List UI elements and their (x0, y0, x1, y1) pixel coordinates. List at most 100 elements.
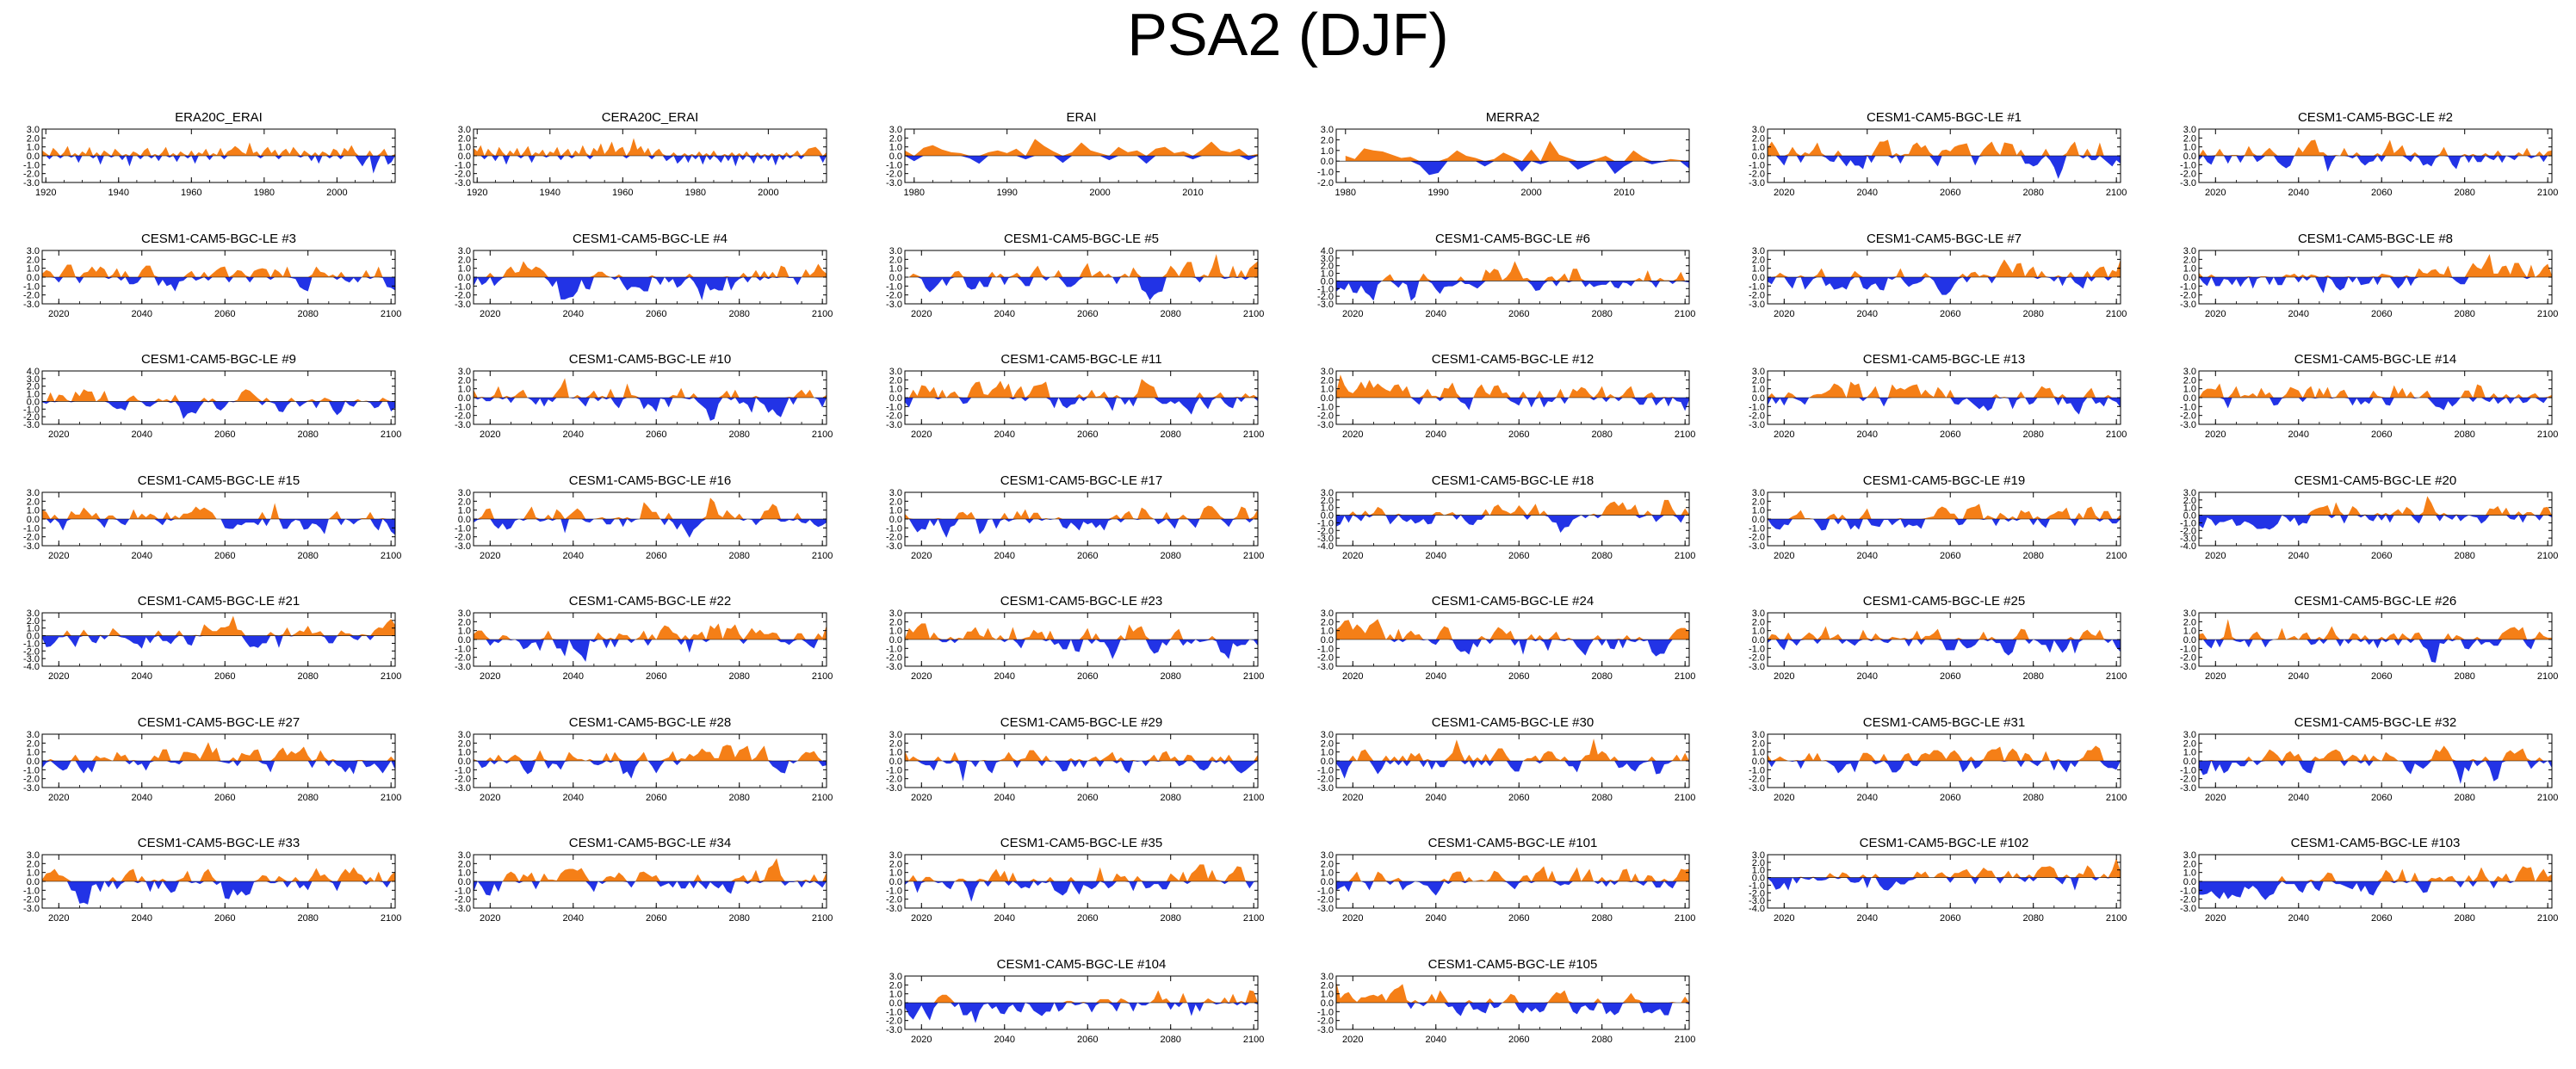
positive-area (1336, 619, 1689, 640)
y-tick-label: -1.0 (1749, 402, 1765, 412)
panel-title: CESM1-CAM5-BGC-LE #30 (1432, 715, 1594, 730)
x-tick-label: 2060 (214, 429, 235, 440)
y-tick-label: -1.0 (23, 523, 40, 534)
panel-title: CESM1-CAM5-BGC-LE #28 (569, 715, 731, 730)
x-tick-label: 2080 (1160, 429, 1180, 440)
chart-panel: CESM1-CAM5-BGC-LE #10 3.0 2.0 1.0 0.0 -1.0 -2.… (436, 352, 833, 447)
y-tick-label: 2.0 (1321, 617, 1334, 627)
y-tick-label: 1.0 (1321, 747, 1334, 757)
x-tick-label: 2020 (911, 429, 932, 440)
x-tick-label: 2020 (1774, 913, 1794, 924)
y-tick-label: 1.0 (27, 868, 40, 879)
y-tick-label: -1.0 (1749, 281, 1765, 292)
negative-area (42, 401, 395, 419)
x-tick-label: 2080 (1160, 1035, 1180, 1045)
panel-title: CESM1-CAM5-BGC-LE #7 (1867, 232, 2022, 246)
panel-title: CESM1-CAM5-BGC-LE #32 (2294, 715, 2456, 730)
chart-panel: CESM1-CAM5-BGC-LE #32 3.0 2.0 1.0 0.0 -1.0 -2.… (2161, 715, 2558, 810)
y-tick-label: 1.0 (1321, 503, 1334, 513)
y-tick-label: -1.0 (1317, 518, 1334, 528)
positive-area (1768, 626, 2121, 640)
y-tick-label: -2.0 (455, 653, 471, 664)
y-tick-label: 2.0 (1752, 497, 1765, 507)
y-tick-label: 1.0 (458, 627, 471, 637)
y-tick-label: 3.0 (27, 609, 40, 619)
y-tick-label: -2.0 (1317, 1016, 1334, 1026)
y-tick-label: -3.0 (455, 420, 471, 430)
x-tick-label: 2060 (1940, 188, 1960, 198)
x-tick-label: 2080 (728, 913, 749, 924)
x-tick-label: 2060 (1508, 551, 1529, 561)
area-chart: CESM1-CAM5-BGC-LE #104 3.02.01.00.0-1.0-2… (886, 957, 1264, 1045)
x-tick-label: 2020 (480, 671, 500, 682)
x-tick-label: 2040 (1426, 309, 1446, 319)
y-tick-label: 3.0 (458, 730, 471, 740)
y-tick-label: -3.0 (886, 662, 902, 672)
chart-panel: CESM1-CAM5-BGC-LE #26 3.0 2.0 1.0 0.0 -1.0 -2.… (2161, 594, 2558, 689)
y-tick-label: -2.0 (1317, 526, 1334, 536)
y-tick-label: 0.0 (889, 151, 902, 162)
y-tick-label: -2.0 (886, 774, 902, 784)
x-tick-label: 2040 (1426, 551, 1446, 561)
y-tick-label: 3.0 (1752, 730, 1765, 740)
negative-area (1768, 518, 2121, 530)
y-tick-label: 1.0 (1752, 866, 1765, 876)
area-chart: CESM1-CAM5-BGC-LE #101 3.02.01.00.0-1.0-2… (1317, 836, 1695, 924)
x-tick-label: 2080 (1160, 551, 1180, 561)
negative-area (42, 760, 395, 774)
negative-area (2199, 156, 2552, 172)
y-tick-label: -1.0 (886, 281, 902, 292)
x-tick-label: 2040 (994, 429, 1015, 440)
y-tick-label: -2.0 (2180, 290, 2196, 300)
chart-panel: CESM1-CAM5-BGC-LE #13 3.0 2.0 1.0 0.0 -1.0 -2.… (1730, 352, 2127, 447)
chart-panel: CESM1-CAM5-BGC-LE #28 3.0 2.0 1.0 0.0 -1.0 -2.… (436, 715, 833, 810)
negative-area (2199, 398, 2552, 411)
y-tick-label: 2.0 (27, 616, 40, 627)
negative-area (1768, 156, 2121, 179)
x-tick-label: 2080 (1591, 913, 1612, 924)
area-chart: CESM1-CAM5-BGC-LE #34 3.02.01.00.0-1.0-2.… (455, 836, 833, 924)
y-tick-label: -3.0 (23, 541, 40, 552)
x-tick-label: 2020 (2205, 188, 2226, 198)
y-tick-label: 0.0 (1321, 877, 1334, 887)
x-tick-label: 2060 (1077, 1035, 1098, 1045)
x-tick-label: 2040 (994, 309, 1015, 319)
y-tick-label: 2.0 (458, 255, 471, 265)
x-tick-label: 2100 (1675, 1035, 1695, 1045)
panel-title: CESM1-CAM5-BGC-LE #11 (1000, 352, 1161, 367)
x-tick-label: 2080 (1591, 671, 1612, 682)
panel-title: CESM1-CAM5-BGC-LE #16 (569, 473, 731, 488)
x-tick-label: 2080 (1160, 793, 1180, 803)
x-tick-label: 2020 (911, 793, 932, 803)
y-tick-label: -3.0 (886, 783, 902, 794)
negative-area (2199, 760, 2552, 784)
y-tick-label: 1.0 (889, 385, 902, 395)
x-tick-label: 2060 (1508, 429, 1529, 440)
chart-panel: CESM1-CAM5-BGC-LE #105 3.0 2.0 1.0 0.0 -1.0 -2… (1298, 957, 1695, 1052)
y-tick-label: 2.0 (1321, 135, 1334, 145)
x-tick-label: 2060 (1940, 309, 1960, 319)
y-tick-label: -1.0 (1749, 644, 1765, 654)
y-tick-label: 2.0 (27, 859, 40, 869)
y-tick-label: 1.0 (27, 390, 40, 400)
x-tick-label: 2020 (480, 913, 500, 924)
y-tick-label: 3.0 (889, 609, 902, 619)
y-tick-label: 0.0 (458, 635, 471, 646)
y-tick-label: 0.0 (27, 515, 40, 525)
area-chart: CESM1-CAM5-BGC-LE #3 3.02.01.00.0-1.0-2.0… (23, 232, 401, 319)
plot-frame (2198, 491, 2553, 546)
y-tick-label: 0.0 (1752, 874, 1765, 884)
x-tick-label: 1940 (540, 188, 560, 198)
y-tick-label: 0.0 (1752, 515, 1765, 525)
x-tick-label: 2100 (812, 793, 833, 803)
negative-area (2199, 881, 2552, 900)
x-tick-label: 2080 (297, 793, 318, 803)
x-tick-label: 2020 (911, 551, 932, 561)
y-tick-label: -1.0 (1317, 644, 1334, 654)
x-tick-label: 2040 (1857, 551, 1878, 561)
positive-area (42, 867, 395, 881)
chart-panel: CESM1-CAM5-BGC-LE #18 3.0 2.0 1.0 0.0 -1.0 -2.… (1298, 473, 1695, 568)
y-tick-label: 2.0 (889, 738, 902, 749)
y-tick-label: 1.0 (458, 868, 471, 879)
x-tick-label: 2020 (911, 913, 932, 924)
